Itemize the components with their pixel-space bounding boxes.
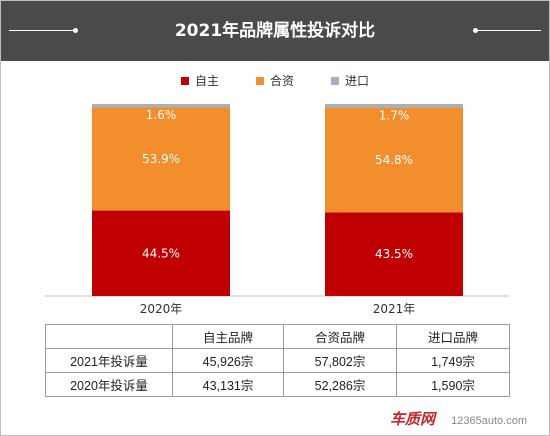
legend-swatch-domestic — [181, 77, 189, 85]
chart-canvas: 44.5% 53.9% 1.6% 2020年 43.5% 54.8% 1.7% 2021年 — [45, 104, 509, 316]
watermark-url: 12365auto.com — [451, 415, 527, 427]
table-row-label: 2021年投诉量 — [45, 348, 173, 373]
complaint-table: 自主品牌 合资品牌 进口品牌 2021年投诉量 45,926宗 57,802宗 … — [45, 324, 510, 397]
data-label: 43.5% — [375, 247, 413, 261]
title-decoration-dot-left — [73, 28, 78, 33]
table-row: 2021年投诉量 45,926宗 57,802宗 1,749宗 — [45, 348, 510, 373]
data-label: 1.7% — [379, 108, 410, 122]
watermark: 车质网 12365auto.com — [327, 409, 527, 431]
x-tick-label: 2020年 — [140, 302, 183, 316]
bar-segment — [325, 107, 463, 213]
table-header-cell: 合资品牌 — [283, 324, 397, 349]
table-header-cell: 自主品牌 — [172, 324, 284, 349]
title-decoration-line-left — [9, 30, 75, 31]
stacked-bar-chart: 44.5% 53.9% 1.6% 2020年 43.5% 54.8% 1.7% 2021年 — [1, 96, 549, 326]
legend-label-domestic: 自主 — [195, 74, 220, 88]
data-label: 53.9% — [142, 152, 180, 166]
legend-swatch-joint — [256, 77, 264, 85]
bar-segment — [325, 104, 463, 108]
title-decoration-dot-right — [473, 28, 478, 33]
data-label: 1.6% — [146, 108, 177, 122]
title-decoration-line-right — [475, 30, 541, 31]
table-cell: 43,131宗 — [172, 372, 284, 397]
chart-legend: 自主 合资 进口 — [1, 72, 549, 90]
bar-segment — [92, 107, 230, 211]
table-cell: 1,590宗 — [396, 372, 510, 397]
bar-segment — [325, 212, 463, 296]
bar-segment — [92, 210, 230, 296]
data-label: 44.5% — [142, 246, 180, 260]
page-title: 2021年品牌属性投诉对比 — [174, 21, 376, 41]
table-row-label: 2020年投诉量 — [45, 372, 173, 397]
table-header-cell: 进口品牌 — [396, 324, 510, 349]
table-cell: 45,926宗 — [172, 348, 284, 373]
table-header-row: 自主品牌 合资品牌 进口品牌 — [45, 324, 510, 349]
table-header-cell — [45, 324, 173, 349]
table-row: 2020年投诉量 43,131宗 52,286宗 1,590宗 — [45, 372, 510, 397]
table-cell: 52,286宗 — [283, 372, 397, 397]
title-bar: 2021年品牌属性投诉对比 — [1, 1, 549, 61]
x-tick-label: 2021年 — [373, 302, 416, 316]
table-cell: 1,749宗 — [396, 348, 510, 373]
legend-label-joint: 合资 — [270, 74, 295, 88]
table-cell: 57,802宗 — [283, 348, 397, 373]
legend-swatch-import — [331, 77, 339, 85]
bar-segment — [92, 104, 230, 108]
data-label: 54.8% — [375, 153, 413, 167]
legend-label-import: 进口 — [345, 74, 370, 88]
watermark-logo: 车质网 — [389, 410, 435, 428]
